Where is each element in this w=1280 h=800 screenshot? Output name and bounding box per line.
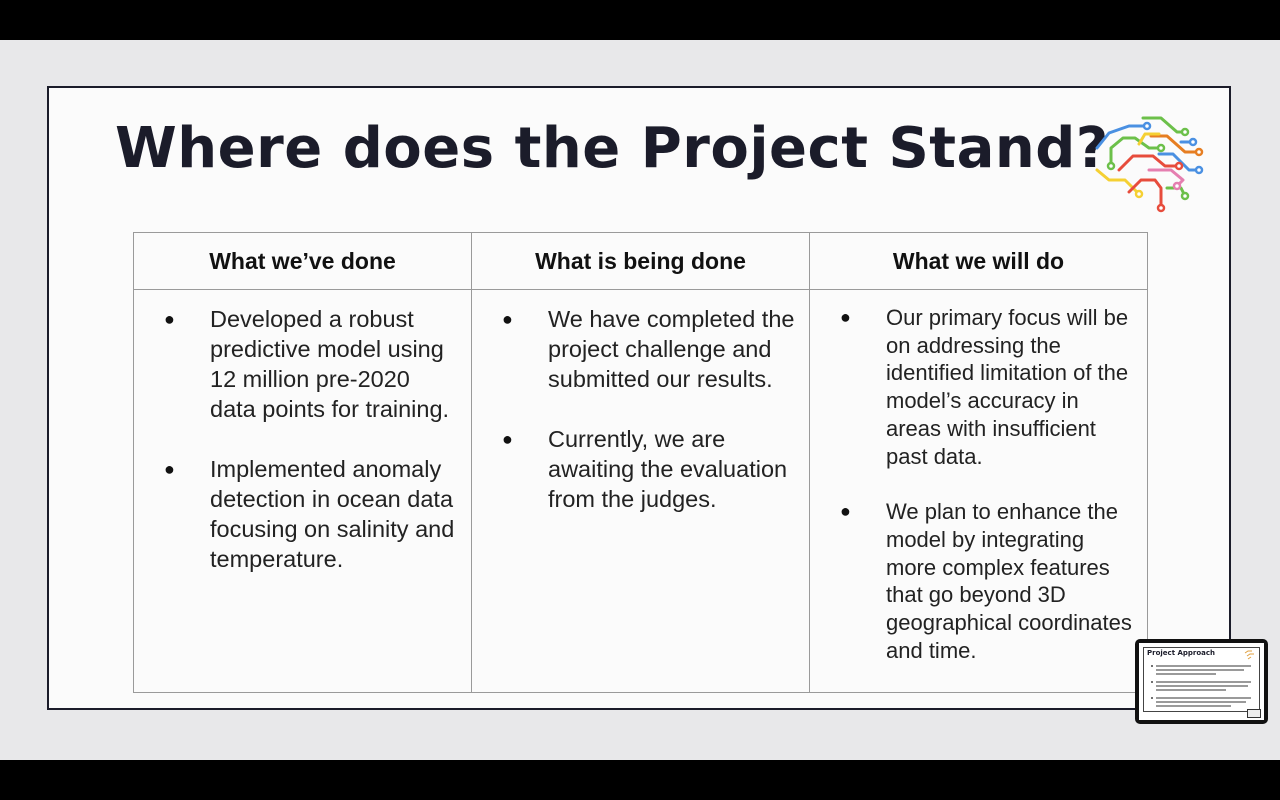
preview-bullet [1151, 697, 1153, 699]
next-slide-preview[interactable]: Project Approach [1135, 639, 1268, 724]
preview-text-line [1156, 681, 1251, 683]
bullet-text: We plan to enhance the model by integrat… [886, 499, 1132, 663]
status-table-row: ● Developed a robust predictive model us… [133, 288, 1148, 694]
preview-frame [1143, 647, 1260, 712]
bullet-list-planned: ● Our primary focus will be on addressin… [830, 304, 1135, 664]
column-header-done: What we’ve done [133, 232, 472, 290]
preview-text-line [1156, 665, 1251, 667]
presentation-stage: Where does the Project Stand? [0, 40, 1280, 760]
list-item: ● Currently, we are awaiting the evaluat… [492, 424, 797, 514]
list-item: ● Our primary focus will be on addressin… [830, 304, 1135, 470]
bullet-list-in-progress: ● We have completed the project challeng… [492, 304, 797, 514]
preview-text-line [1156, 701, 1246, 703]
preview-logo-icon [1244, 650, 1254, 660]
bullet-text: Implemented anomaly detection in ocean d… [210, 456, 455, 572]
bullet-icon: ● [164, 309, 175, 329]
list-item: ● We have completed the project challeng… [492, 304, 797, 394]
bullet-icon: ● [840, 307, 851, 327]
column-done-cell: ● Developed a robust predictive model us… [133, 288, 472, 694]
bullet-text: We have completed the project challenge … [548, 306, 795, 392]
preview-text-line [1156, 669, 1244, 671]
status-table-header-row: What we’ve done What is being done What … [133, 232, 1148, 290]
preview-bullet [1151, 681, 1153, 683]
bullet-text: Developed a robust predictive model usin… [210, 306, 450, 422]
bullet-list-done: ● Developed a robust predictive model us… [154, 304, 459, 574]
preview-text-line [1156, 705, 1231, 707]
list-item: ● Implemented anomaly detection in ocean… [154, 454, 459, 574]
slide-title: Where does the Project Stand? [115, 116, 1109, 181]
preview-title: Project Approach [1147, 649, 1216, 657]
brain-circuit-logo-icon [1095, 116, 1204, 213]
list-item: ● We plan to enhance the model by integr… [830, 498, 1135, 664]
preview-text-line [1156, 697, 1251, 699]
column-in-progress-cell: ● We have completed the project challeng… [471, 288, 810, 694]
list-item: ● Developed a robust predictive model us… [154, 304, 459, 424]
preview-slide: Project Approach [1139, 643, 1264, 720]
preview-bullet [1151, 665, 1153, 667]
preview-text-line [1156, 673, 1216, 675]
column-planned-cell: ● Our primary focus will be on addressin… [809, 288, 1148, 694]
column-header-in-progress: What is being done [471, 232, 810, 290]
preview-text-line [1156, 685, 1248, 687]
status-table: What we’ve done What is being done What … [133, 232, 1148, 694]
bullet-icon: ● [502, 309, 513, 329]
bullet-text: Currently, we are awaiting the evaluatio… [548, 426, 788, 512]
bullet-icon: ● [840, 501, 851, 522]
bullet-icon: ● [164, 459, 175, 479]
slide: Where does the Project Stand? [47, 86, 1231, 710]
bullet-text: Our primary focus will be on addressing … [886, 305, 1129, 469]
column-header-planned: What we will do [809, 232, 1148, 290]
preview-text-line [1156, 689, 1226, 691]
preview-mini-thumbnail [1247, 709, 1261, 718]
bullet-icon: ● [502, 429, 513, 449]
